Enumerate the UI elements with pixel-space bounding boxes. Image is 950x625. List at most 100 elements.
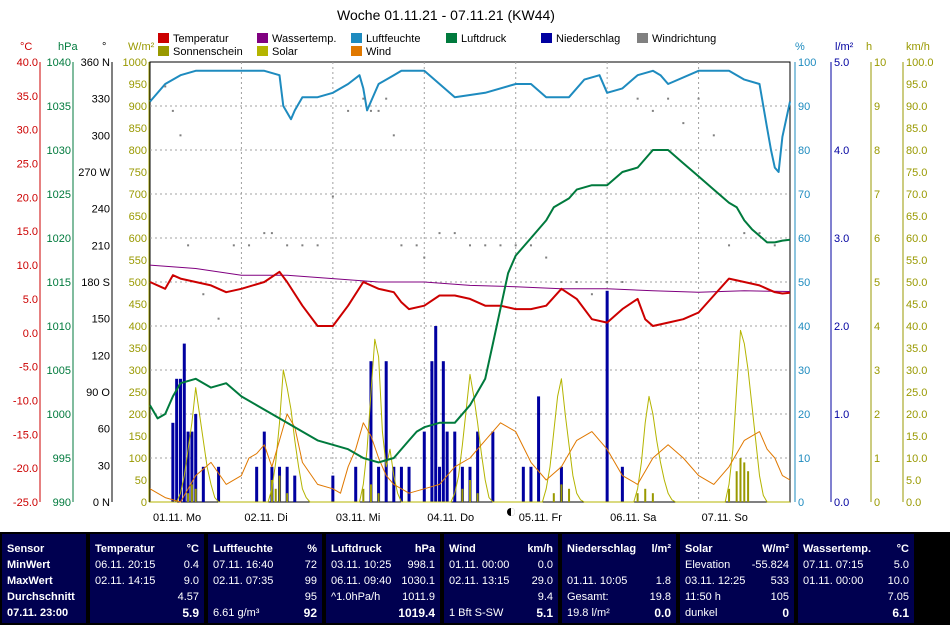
bar-niederschlag bbox=[620, 466, 624, 502]
bar-niederschlag bbox=[491, 431, 495, 502]
rain-axis-tick: 2.0 bbox=[834, 321, 849, 333]
panel-row-label: 19.8 l/m² bbox=[567, 607, 610, 619]
legend-swatch-5 bbox=[637, 33, 648, 43]
panel-row-value: 1.8 bbox=[655, 575, 671, 587]
bar-sonnenschein bbox=[739, 458, 742, 502]
wind-axis-tick: 65.0 bbox=[906, 211, 927, 223]
bar-niederschlag bbox=[384, 361, 388, 502]
label-min: MinWert bbox=[7, 559, 51, 571]
bar-sonnenschein bbox=[377, 493, 380, 502]
panel-header: Wassertemp. °C bbox=[803, 542, 909, 556]
solar-axis-tick: 400 bbox=[129, 321, 147, 333]
sun-axis-unit: h bbox=[866, 41, 872, 53]
panel-row-value: 9.0 bbox=[183, 575, 199, 587]
bar-niederschlag bbox=[434, 326, 438, 502]
bar-sonnenschein bbox=[560, 484, 563, 502]
stats-panel-wind: Wind km/h 01.11. 00:00 0.0 02.11. 13:15 29.0 9… bbox=[444, 534, 560, 623]
wind-axis-tick: 55.0 bbox=[906, 255, 927, 267]
bar-sonnenschein bbox=[552, 493, 555, 502]
legend-label-2: Luftfeuchte bbox=[366, 33, 420, 45]
bar-niederschlag bbox=[194, 414, 198, 502]
series-line-temperatur bbox=[149, 270, 791, 327]
panel-row-value: 1030.1 bbox=[401, 575, 435, 587]
pressure-axis-tick: 1030 bbox=[47, 145, 71, 157]
point-windrichtung bbox=[728, 244, 731, 247]
pressure-axis-tick: 1020 bbox=[47, 233, 71, 245]
bar-sonnenschein bbox=[644, 488, 647, 502]
panel-row-value: 0.0 bbox=[537, 559, 553, 571]
direction-axis-tick: 240 bbox=[92, 204, 110, 216]
panel-row-label: 07.11. 16:40 bbox=[213, 559, 274, 571]
bar-niederschlag bbox=[377, 466, 381, 502]
label-max: MaxWert bbox=[7, 575, 53, 587]
humidity-axis-tick: 50 bbox=[798, 277, 810, 289]
humidity-axis-tick: 70 bbox=[798, 189, 810, 201]
point-windrichtung bbox=[667, 97, 670, 100]
legend-swatch-1 bbox=[257, 33, 268, 43]
direction-axis-tick: 330 bbox=[92, 94, 110, 106]
humidity-axis-tick: 40 bbox=[798, 321, 810, 333]
legend-swatch-6 bbox=[158, 46, 169, 56]
solar-axis-tick: 1000 bbox=[123, 57, 147, 69]
panel-row-value: -55.824 bbox=[751, 559, 789, 571]
panel-row-value: 72 bbox=[304, 559, 317, 571]
wind-axis-tick: 25.0 bbox=[906, 387, 927, 399]
chart-title: Woche 01.11.21 - 07.11.21 (KW44) bbox=[337, 7, 555, 23]
legend-swatch-3 bbox=[446, 33, 457, 43]
humidity-axis-tick: 100 bbox=[798, 57, 816, 69]
panel-unit: km/h bbox=[527, 543, 553, 555]
point-windrichtung bbox=[377, 109, 380, 112]
point-windrichtung bbox=[369, 109, 372, 112]
point-windrichtung bbox=[621, 281, 624, 283]
point-windrichtung bbox=[773, 244, 776, 247]
humidity-axis-tick: 0 bbox=[798, 497, 804, 509]
panel-row-value: 92 bbox=[303, 606, 317, 620]
point-windrichtung bbox=[362, 97, 365, 100]
point-windrichtung bbox=[316, 244, 319, 247]
point-windrichtung bbox=[179, 134, 182, 137]
panel-row: 03.11. 10:25 998.1 bbox=[331, 558, 435, 572]
panel-row-label: 1 Bft S-SW bbox=[449, 607, 504, 619]
bar-sonnenschein bbox=[190, 484, 193, 502]
point-windrichtung bbox=[560, 281, 563, 283]
stats-panel-solar: Solar W/m² Elevation -55.824 03.11. 12:25 533… bbox=[680, 534, 796, 623]
now-marker-icon bbox=[507, 508, 515, 516]
temp-axis-tick: 25.0 bbox=[17, 159, 38, 171]
panel-unit: % bbox=[307, 543, 317, 555]
direction-axis-tick: 30 bbox=[98, 460, 110, 472]
stats-panel-luftdruck: Luftdruck hPa 03.11. 10:25 998.1 06.11. 09:4… bbox=[326, 534, 442, 623]
series-line-solar bbox=[150, 329, 790, 503]
point-windrichtung bbox=[545, 256, 548, 259]
wind-axis-tick: 0.0 bbox=[906, 497, 921, 509]
panel-row-value: 7.05 bbox=[887, 591, 909, 603]
bar-niederschlag bbox=[190, 431, 194, 502]
panel-row: 11:50 h 105 bbox=[685, 590, 789, 604]
bar-niederschlag bbox=[293, 475, 297, 502]
panel-row: 06.11. 20:15 0.4 bbox=[95, 558, 199, 572]
panel-title: Luftdruck bbox=[331, 543, 382, 555]
wind-axis-tick: 100.0 bbox=[906, 57, 934, 69]
stats-panel-luftfeuchte: Luftfeuchte% 07.11. 16:40 72 02.11. 07:35 99… bbox=[208, 534, 324, 623]
series-line-wassertemp bbox=[149, 264, 791, 293]
point-windrichtung bbox=[347, 109, 350, 112]
bar-niederschlag bbox=[399, 466, 403, 502]
bar-sonnenschein bbox=[274, 488, 277, 502]
panel-title: Wassertemp. bbox=[803, 543, 872, 555]
wind-axis-tick: 90.0 bbox=[906, 101, 927, 113]
legend-label-8: Wind bbox=[366, 46, 391, 58]
bar-sonnenschein bbox=[187, 493, 190, 502]
solar-axis-tick: 950 bbox=[129, 79, 147, 91]
panel-row-value: 998.1 bbox=[407, 559, 435, 571]
temp-axis-tick: -10.0 bbox=[13, 395, 38, 407]
x-tick-label: 04.11. Do bbox=[427, 512, 474, 524]
pressure-axis-tick: 1005 bbox=[47, 365, 71, 377]
wind-axis-tick: 35.0 bbox=[906, 343, 927, 355]
pressure-axis-tick: 1000 bbox=[47, 409, 71, 421]
label-avg: Durchschnitt bbox=[7, 591, 75, 603]
panel-row-value: 0 bbox=[782, 606, 789, 620]
temp-axis-tick: 0.0 bbox=[23, 328, 38, 340]
panel-row-value: 105 bbox=[770, 591, 789, 603]
bar-niederschlag bbox=[354, 466, 358, 502]
panel-row-label: 02.11. 07:35 bbox=[213, 575, 274, 587]
sun-axis-tick: 0 bbox=[874, 497, 880, 509]
